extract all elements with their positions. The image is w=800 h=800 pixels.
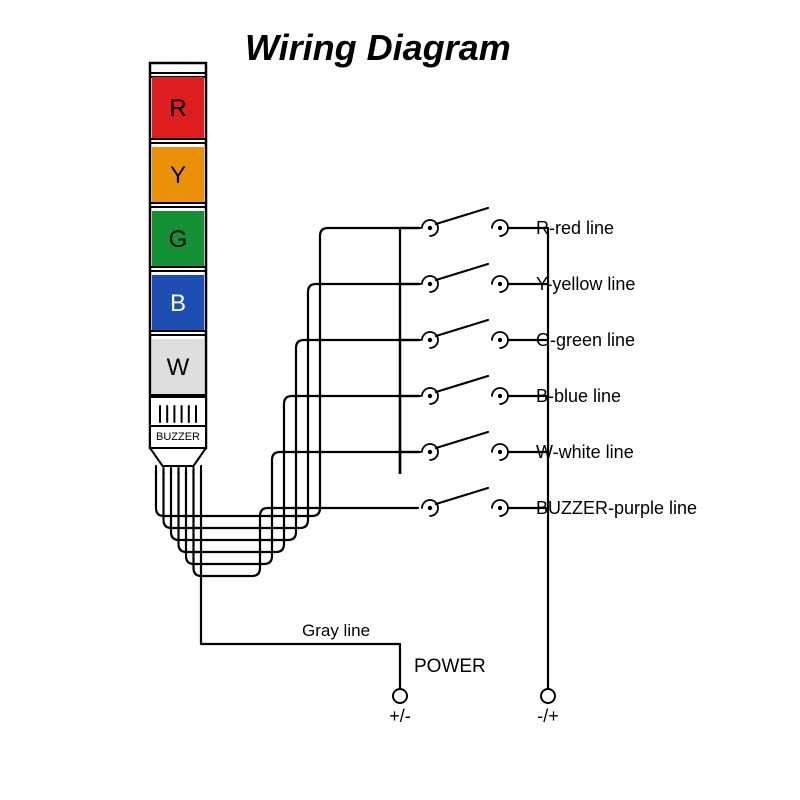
svg-text:-/+: -/+: [537, 706, 559, 726]
svg-text:R: R: [169, 95, 186, 122]
wiring-diagram: Wiring DiagramRYGBWBUZZERR-red lineY-yel…: [0, 0, 800, 800]
svg-text:Wiring Diagram: Wiring Diagram: [245, 27, 511, 68]
svg-text:BUZZER-purple line: BUZZER-purple line: [536, 498, 697, 518]
svg-text:Y: Y: [170, 162, 186, 189]
svg-text:G-green line: G-green line: [536, 330, 635, 350]
svg-text:W: W: [167, 354, 190, 381]
svg-text:POWER: POWER: [414, 656, 486, 677]
svg-text:W-white line: W-white line: [536, 442, 634, 462]
svg-text:+/-: +/-: [389, 706, 411, 726]
svg-text:G: G: [169, 226, 188, 253]
svg-text:BUZZER: BUZZER: [156, 431, 200, 443]
svg-text:Y-yellow line: Y-yellow line: [536, 274, 635, 294]
svg-text:Gray line: Gray line: [302, 621, 370, 640]
svg-text:B: B: [170, 290, 186, 317]
